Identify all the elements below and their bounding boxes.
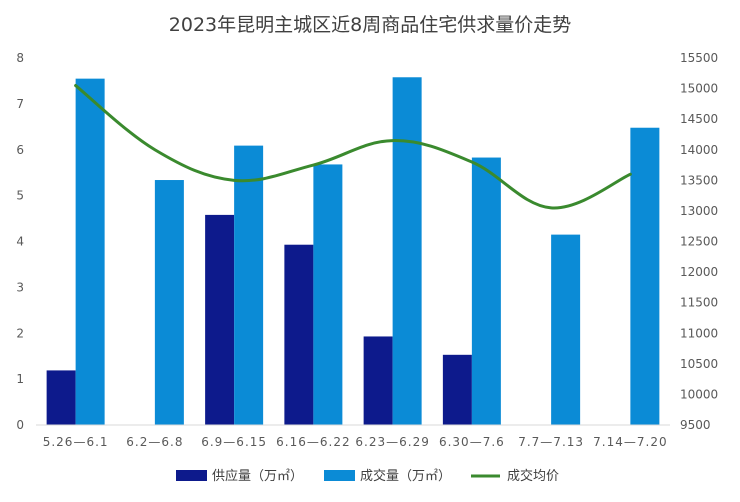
left-y-tick: 1 [16, 372, 24, 386]
x-tick-label: 7.7—7.13 [518, 435, 584, 449]
right-y-tick: 15500 [680, 51, 718, 65]
supply-bar [205, 214, 235, 425]
x-tick-label: 6.9—6.15 [201, 435, 267, 449]
left-y-tick: 3 [16, 280, 24, 294]
deal-bar [313, 164, 343, 425]
deal-bar [471, 157, 501, 425]
right-y-tick: 11000 [680, 326, 718, 340]
right-y-tick: 12500 [680, 235, 718, 249]
supply-bar [442, 354, 472, 425]
x-tick-label: 5.26—6.1 [43, 435, 109, 449]
legend-swatch-deal [324, 470, 355, 481]
left-y-tick: 6 [16, 143, 24, 157]
x-tick-label: 6.23—6.29 [355, 435, 429, 449]
supply-bar [46, 370, 76, 425]
right-y-axis: 9500 10000 10500 11000 11500 12000 12500 13000 1… [680, 51, 718, 432]
left-y-axis: 0 1 2 3 4 5 6 7 8 [16, 51, 24, 432]
right-y-tick: 10500 [680, 357, 718, 371]
chart-title: 2023年昆明主城区近8周商品住宅供求量价走势 [169, 14, 571, 36]
deal-bar [551, 234, 581, 425]
supply-bar [284, 244, 314, 425]
x-tick-label: 6.30—7.6 [439, 435, 505, 449]
legend-label-price: 成交均价 [507, 468, 559, 484]
legend: 供应量（万㎡） 成交量（万㎡） 成交均价 [176, 468, 559, 484]
left-y-tick: 8 [16, 51, 24, 65]
right-y-tick: 15000 [680, 82, 718, 96]
deal-bar [392, 77, 422, 425]
right-y-tick: 14500 [680, 112, 718, 126]
left-y-tick: 2 [16, 326, 24, 340]
right-y-tick: 13000 [680, 204, 718, 218]
legend-label-deal: 成交量（万㎡） [360, 468, 451, 484]
x-tick-label: 7.14—7.20 [593, 435, 667, 449]
left-y-tick: 4 [16, 235, 24, 249]
left-y-tick: 7 [16, 97, 24, 111]
deal-bar [234, 145, 264, 425]
x-tick-label: 6.16—6.22 [276, 435, 350, 449]
right-y-tick: 11500 [680, 296, 718, 310]
right-y-tick: 10000 [680, 387, 718, 401]
deal-bar [75, 78, 105, 426]
legend-swatch-supply [176, 470, 207, 481]
deal-bar [154, 180, 184, 425]
supply-bar [363, 336, 393, 425]
x-axis: 5.26—6.1 6.2—6.8 6.9—6.15 6.16—6.22 6.23—6.2… [36, 424, 670, 449]
avg-price-line [74, 84, 632, 210]
right-y-tick: 12000 [680, 265, 718, 279]
deal-bar [630, 127, 660, 425]
left-y-tick: 5 [16, 189, 24, 203]
price-line [74, 84, 632, 210]
left-y-tick: 0 [16, 418, 24, 432]
x-tick-label: 6.2—6.8 [126, 435, 183, 449]
right-y-tick: 13500 [680, 173, 718, 187]
bars [46, 77, 660, 426]
right-y-tick: 14000 [680, 143, 718, 157]
legend-label-supply: 供应量（万㎡） [212, 468, 303, 484]
right-y-tick: 9500 [680, 418, 711, 432]
